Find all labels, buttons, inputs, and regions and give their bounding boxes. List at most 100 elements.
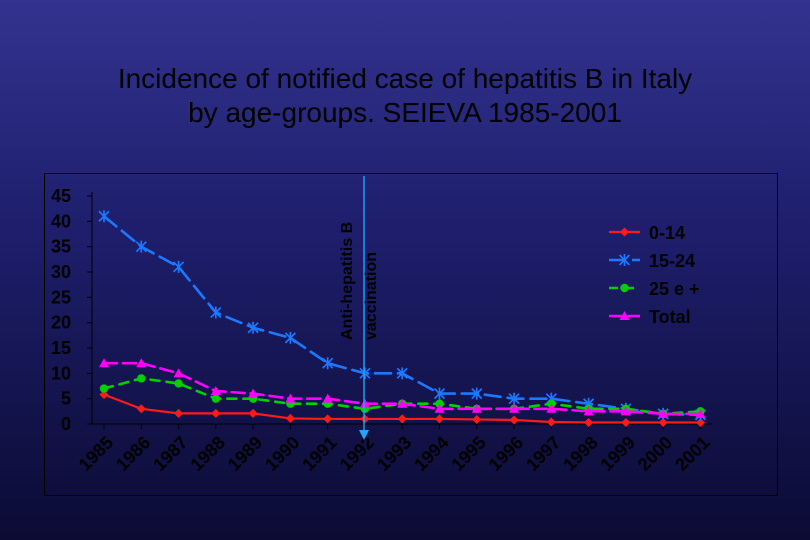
data-point-0-14-1989: [248, 408, 258, 418]
series-layer: [98, 210, 707, 427]
data-point-0-14-1998: [584, 417, 594, 427]
legend-label-25-e-plus: 25 e +: [649, 279, 700, 299]
data-point-0-14-1999: [621, 417, 631, 427]
data-point-15-24-1985: [98, 210, 110, 223]
data-point-Total-1991: [322, 393, 333, 403]
data-point-0-14-1991: [323, 414, 333, 424]
x-tick-label: 1995: [447, 432, 489, 474]
legend-label-Total: Total: [649, 307, 691, 327]
data-point-25-e-plus-1994: [435, 399, 444, 408]
data-point-15-24-1996: [508, 392, 520, 405]
data-point-0-14-1992: [360, 414, 370, 424]
data-point-15-24-1992: [359, 367, 371, 380]
data-point-Total-1989: [248, 388, 259, 398]
data-point-Total-1994: [434, 403, 445, 413]
data-point-0-14-1996: [509, 415, 519, 425]
vaccination-arrow-head: [359, 430, 369, 440]
y-tick-label: 35: [51, 237, 71, 257]
data-point-15-24-1995: [471, 387, 483, 400]
legend-label-0-14: 0-14: [649, 223, 685, 243]
data-point-25-e-plus-1997: [547, 399, 556, 408]
data-point-Total-1997: [546, 403, 557, 413]
data-point-0-14-1997: [546, 417, 556, 427]
x-tick-label: 1999: [597, 432, 639, 474]
data-point-15-24-1990: [284, 331, 296, 344]
legend-layer: 0-14 15-24 25 e + Total: [609, 223, 700, 327]
y-tick-label: 25: [51, 287, 71, 307]
legend-marker-15-24: [618, 254, 631, 266]
data-point-Total-1986: [136, 358, 147, 368]
y-tick-label: 30: [51, 262, 71, 282]
y-tick-label: 0: [61, 414, 71, 434]
title-line-2: by age-groups. SEIEVA 1985-2001: [188, 97, 622, 128]
data-point-0-14-1985: [99, 390, 109, 400]
data-point-0-14-1986: [136, 404, 146, 414]
data-point-Total-1985: [99, 358, 109, 368]
x-tick-label: 1988: [187, 432, 229, 474]
legend-marker-25-e-plus: [620, 283, 629, 293]
x-tick-label: 1992: [336, 432, 378, 474]
vaccination-label-line-1: Anti-hepatitis B: [339, 222, 356, 340]
data-point-Total-1996: [509, 403, 520, 413]
data-point-Total-2001: [695, 408, 706, 418]
x-tick-label: 1986: [112, 432, 154, 474]
series-line-25-e-plus: [102, 377, 702, 416]
x-tick-label: 1998: [559, 432, 601, 474]
x-tick-label: 1987: [149, 432, 191, 474]
y-tick-label: 15: [51, 338, 71, 358]
data-point-25-e-plus-1988: [211, 394, 221, 403]
data-point-0-14-1988: [211, 408, 221, 418]
title-line-1: Incidence of notified case of hepatitis …: [117, 63, 693, 94]
legend-marker-Total: [619, 311, 630, 320]
x-tick-label: 2000: [634, 432, 676, 474]
data-point-15-24-1989: [247, 321, 259, 334]
data-point-Total-1990: [285, 393, 296, 403]
data-point-Total-1988: [210, 386, 221, 396]
y-tick-label: 10: [51, 363, 71, 383]
axes-layer: 0510152025303540451985198619871988198919…: [51, 186, 714, 475]
vaccination-label-line-2: vaccination: [363, 252, 380, 340]
x-tick-label: 1994: [410, 432, 452, 474]
data-point-0-14-2001: [695, 417, 705, 427]
x-tick-label: 1997: [522, 432, 564, 474]
data-point-Total-1998: [583, 406, 594, 416]
x-tick-label: 2001: [671, 432, 713, 474]
y-tick-label: 20: [51, 313, 71, 333]
legend-label-15-24: 15-24: [649, 251, 695, 271]
data-point-0-14-1994: [434, 414, 444, 424]
data-point-15-24-1986: [135, 240, 147, 253]
data-point-25-e-plus-1986: [137, 374, 146, 383]
x-tick-label: 1990: [261, 432, 303, 474]
x-tick-label: 1993: [373, 432, 415, 474]
data-point-15-24-1988: [210, 306, 222, 319]
data-point-Total-1995: [471, 403, 482, 413]
x-tick-label: 1991: [298, 432, 340, 474]
data-point-25-e-plus-1985: [99, 384, 109, 393]
data-point-15-24-1994: [433, 387, 446, 400]
y-tick-label: 40: [51, 211, 71, 231]
data-point-0-14-1995: [472, 414, 482, 424]
x-tick-label: 1996: [485, 432, 527, 474]
data-point-Total-1999: [620, 406, 631, 416]
data-point-Total-1993: [397, 398, 408, 408]
chart-frame: [44, 173, 778, 496]
x-tick-label: 1985: [75, 432, 117, 474]
data-point-0-14-1990: [285, 413, 295, 423]
data-point-Total-1992: [359, 398, 370, 408]
data-point-0-14-2000: [658, 417, 668, 427]
annotation-layer: Anti-hepatitis B vaccination: [339, 176, 380, 440]
data-point-25-e-plus-1987: [174, 379, 183, 388]
data-point-15-24-1987: [172, 260, 185, 273]
x-tick-label: 1989: [224, 432, 266, 474]
data-point-15-24-1991: [322, 357, 334, 370]
y-tick-label: 45: [51, 186, 71, 206]
data-point-0-14-1987: [174, 408, 184, 418]
y-tick-label: 5: [61, 389, 71, 409]
legend-marker-0-14: [620, 227, 629, 237]
data-point-0-14-1993: [397, 414, 407, 424]
data-point-Total-2000: [658, 408, 669, 418]
data-point-15-24-1993: [396, 367, 408, 380]
data-point-Total-1987: [173, 368, 184, 378]
